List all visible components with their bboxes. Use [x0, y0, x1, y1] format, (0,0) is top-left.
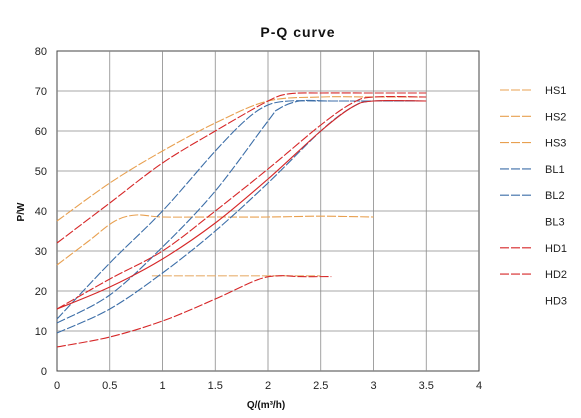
y-tick-label: 40: [35, 206, 47, 218]
legend-label: HD3: [545, 295, 567, 307]
y-tick-label: 60: [35, 126, 47, 138]
legend-label: HS2: [545, 111, 566, 123]
chart-title: P-Q curve: [260, 24, 335, 40]
series-line-bl2: [56, 99, 427, 324]
x-axis-label: Q/(m³/h): [247, 400, 285, 411]
x-tick-label: 0: [54, 380, 60, 392]
plot-area: 0 10 20 30 40 50 60 70 80 0 0.5 1 1.5 2 2.5 3 3.5 4: [35, 46, 482, 392]
axis-labels: Q/(m³/h) P/W: [16, 202, 285, 411]
x-tick-label: 1: [159, 380, 165, 392]
series-line-hd2: [56, 96, 427, 310]
legend-label: BL1: [545, 164, 565, 176]
x-tick-label: 3.5: [419, 380, 434, 392]
legend-label: HS1: [545, 85, 566, 97]
series-layer: [56, 92, 427, 348]
legend-label: HD2: [545, 269, 567, 281]
y-tick-label: 80: [35, 46, 47, 58]
x-tick-label: 4: [476, 380, 482, 392]
y-tick-label: 20: [35, 286, 47, 298]
series-line-hd3: [56, 275, 332, 348]
x-tick-label: 3: [370, 380, 376, 392]
y-axis-label: P/W: [16, 202, 27, 221]
y-tick-label: 50: [35, 166, 47, 178]
y-tick-label: 10: [35, 326, 47, 338]
x-tick-label: 1.5: [208, 380, 223, 392]
legend-label: BL3: [545, 217, 565, 229]
series-line-unlabeled-9: [56, 100, 427, 310]
series-line-hs2: [56, 214, 374, 266]
y-tick-label: 70: [35, 86, 47, 98]
x-tick-label: 0.5: [102, 380, 117, 392]
y-tick-label: 30: [35, 246, 47, 258]
y-tick-label: 0: [41, 366, 47, 378]
legend: HS1 HS2 HS3 BL1 BL2 BL3 HD1 HD2 HD3: [500, 85, 567, 307]
legend-label: HS3: [545, 138, 566, 150]
series-line-hd1: [56, 92, 427, 244]
x-tick-label: 2: [265, 380, 271, 392]
x-tick-label: 2.5: [313, 380, 328, 392]
legend-label: BL2: [545, 190, 565, 202]
legend-label: HD1: [545, 243, 567, 255]
